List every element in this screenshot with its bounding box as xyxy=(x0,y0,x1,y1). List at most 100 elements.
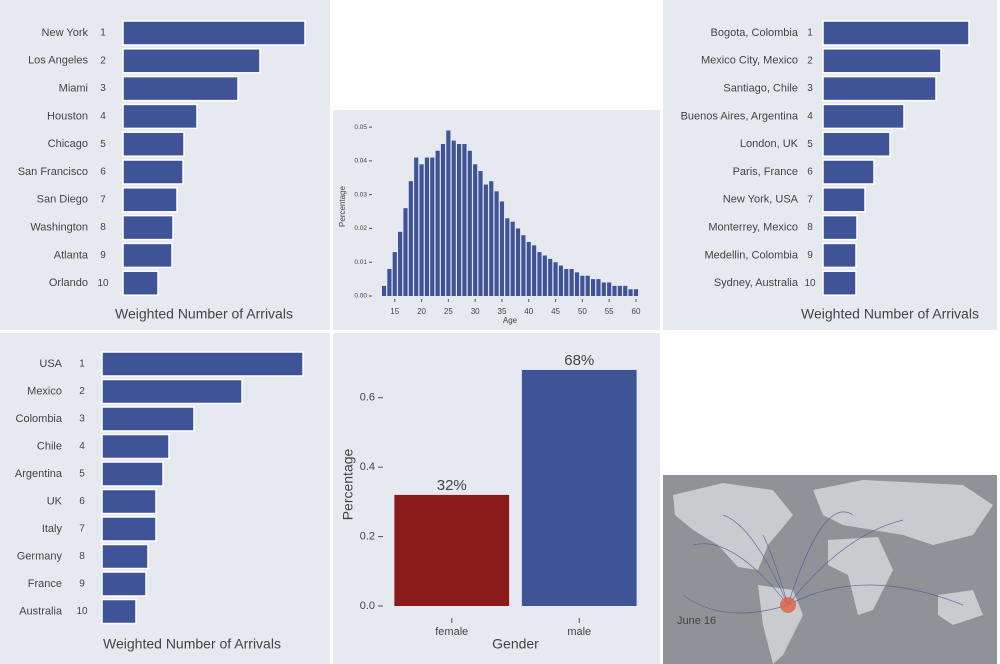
rank-label: 10 xyxy=(97,278,109,289)
y-tick-label: 0.04 xyxy=(354,158,367,165)
bar xyxy=(467,150,472,296)
route xyxy=(692,543,789,606)
rank-label: 6 xyxy=(807,167,813,178)
bar xyxy=(515,228,521,296)
value-label: 68% xyxy=(564,352,594,369)
rank-label: 10 xyxy=(804,278,816,289)
chart-panel: 0.00 0.01 0.02 0.03 0.04 0.05 15 20 25 30 35 40 45 50… xyxy=(333,110,660,330)
rank-label: 7 xyxy=(79,524,85,535)
bar xyxy=(101,516,157,542)
bar xyxy=(478,171,483,296)
bar xyxy=(822,75,937,102)
rank-label: 2 xyxy=(79,386,85,397)
rank-label: 3 xyxy=(807,83,813,94)
bar xyxy=(430,157,435,296)
category-label: New York xyxy=(42,27,89,39)
bar xyxy=(564,268,569,296)
bar xyxy=(387,268,392,296)
bar xyxy=(122,103,198,130)
y-tick-label: 0.01 xyxy=(354,259,367,266)
bar xyxy=(101,351,304,377)
bar xyxy=(822,214,858,241)
bar xyxy=(408,181,413,296)
bar xyxy=(822,242,857,269)
category-label: San Diego xyxy=(37,194,88,206)
bar xyxy=(596,279,601,296)
x-tick-label: 20 xyxy=(417,307,426,316)
route xyxy=(762,534,789,606)
category-label: Miami xyxy=(59,83,88,95)
rank-label: 4 xyxy=(79,441,85,452)
bar xyxy=(462,144,467,296)
route xyxy=(722,514,789,606)
bar xyxy=(574,272,580,296)
x-tick-label: 30 xyxy=(471,307,480,316)
rank-label: 3 xyxy=(100,83,106,94)
y-tick-label: 0.02 xyxy=(354,225,367,232)
africa xyxy=(828,537,893,615)
bar xyxy=(440,144,446,296)
rank-label: 8 xyxy=(100,222,106,233)
x-tick-label: 15 xyxy=(390,307,399,316)
bar xyxy=(822,270,857,296)
bar xyxy=(122,20,306,46)
bar xyxy=(483,184,488,296)
x-tick-label: 55 xyxy=(605,307,614,316)
bar xyxy=(822,48,942,74)
y-axis-label: Percentage xyxy=(340,448,356,520)
origin-dot xyxy=(780,597,796,613)
route xyxy=(787,511,854,606)
x-tick-label: male xyxy=(567,626,591,638)
category-label: Chicago xyxy=(48,138,88,150)
x-tick-label: female xyxy=(435,626,468,638)
bar xyxy=(473,164,478,296)
y-tick-label: 0.4 xyxy=(360,461,375,473)
rank-label: 9 xyxy=(79,579,85,590)
bar xyxy=(822,103,905,130)
bar xyxy=(101,543,149,570)
category-label: Monterrey, Mexico xyxy=(708,222,798,234)
map-date: June 16 xyxy=(677,615,716,627)
bar xyxy=(499,201,505,296)
x-tick-label: 50 xyxy=(578,307,587,316)
bar xyxy=(585,275,590,296)
category-label: San Francisco xyxy=(18,166,88,178)
category-label: Bogota, Colombia xyxy=(711,27,799,39)
rank-label: 7 xyxy=(807,194,813,205)
bar xyxy=(822,20,970,46)
y-tick-label: 0.0 xyxy=(360,600,375,612)
bar xyxy=(122,75,239,102)
x-tick-label: 25 xyxy=(444,307,453,316)
bar xyxy=(101,378,243,405)
y-axis-label: Percentage xyxy=(338,185,347,226)
bar xyxy=(419,164,424,296)
bar xyxy=(435,150,440,296)
bar xyxy=(381,285,387,296)
category-label: Los Angeles xyxy=(28,55,88,67)
bar xyxy=(494,191,499,296)
land xyxy=(673,480,993,664)
bar xyxy=(451,140,456,296)
bar xyxy=(414,157,419,296)
route xyxy=(682,594,789,614)
category-label: Chile xyxy=(37,440,62,452)
bar xyxy=(822,187,866,213)
bar xyxy=(822,159,875,185)
category-label: Paris, France xyxy=(733,166,798,178)
bar xyxy=(569,268,574,296)
category-label: Houston xyxy=(47,110,88,122)
bar xyxy=(521,235,526,296)
bar xyxy=(542,255,547,296)
rank-label: 4 xyxy=(807,111,813,122)
bar xyxy=(591,279,596,296)
category-label: Colombia xyxy=(16,413,63,425)
bar xyxy=(122,214,174,241)
chart-panel: USA 1 Mexico 2 Colombia 3 Chile 4 Argentina 5 UK 6 I… xyxy=(0,333,330,664)
bar xyxy=(101,461,164,487)
category-label: London, UK xyxy=(740,138,799,150)
category-label: Sydney, Australia xyxy=(714,277,799,289)
x-axis-label: Weighted Number of Arrivals xyxy=(801,306,979,322)
category-label: Mexico xyxy=(27,385,62,397)
bar xyxy=(580,275,585,296)
x-tick-label: 40 xyxy=(524,307,533,316)
